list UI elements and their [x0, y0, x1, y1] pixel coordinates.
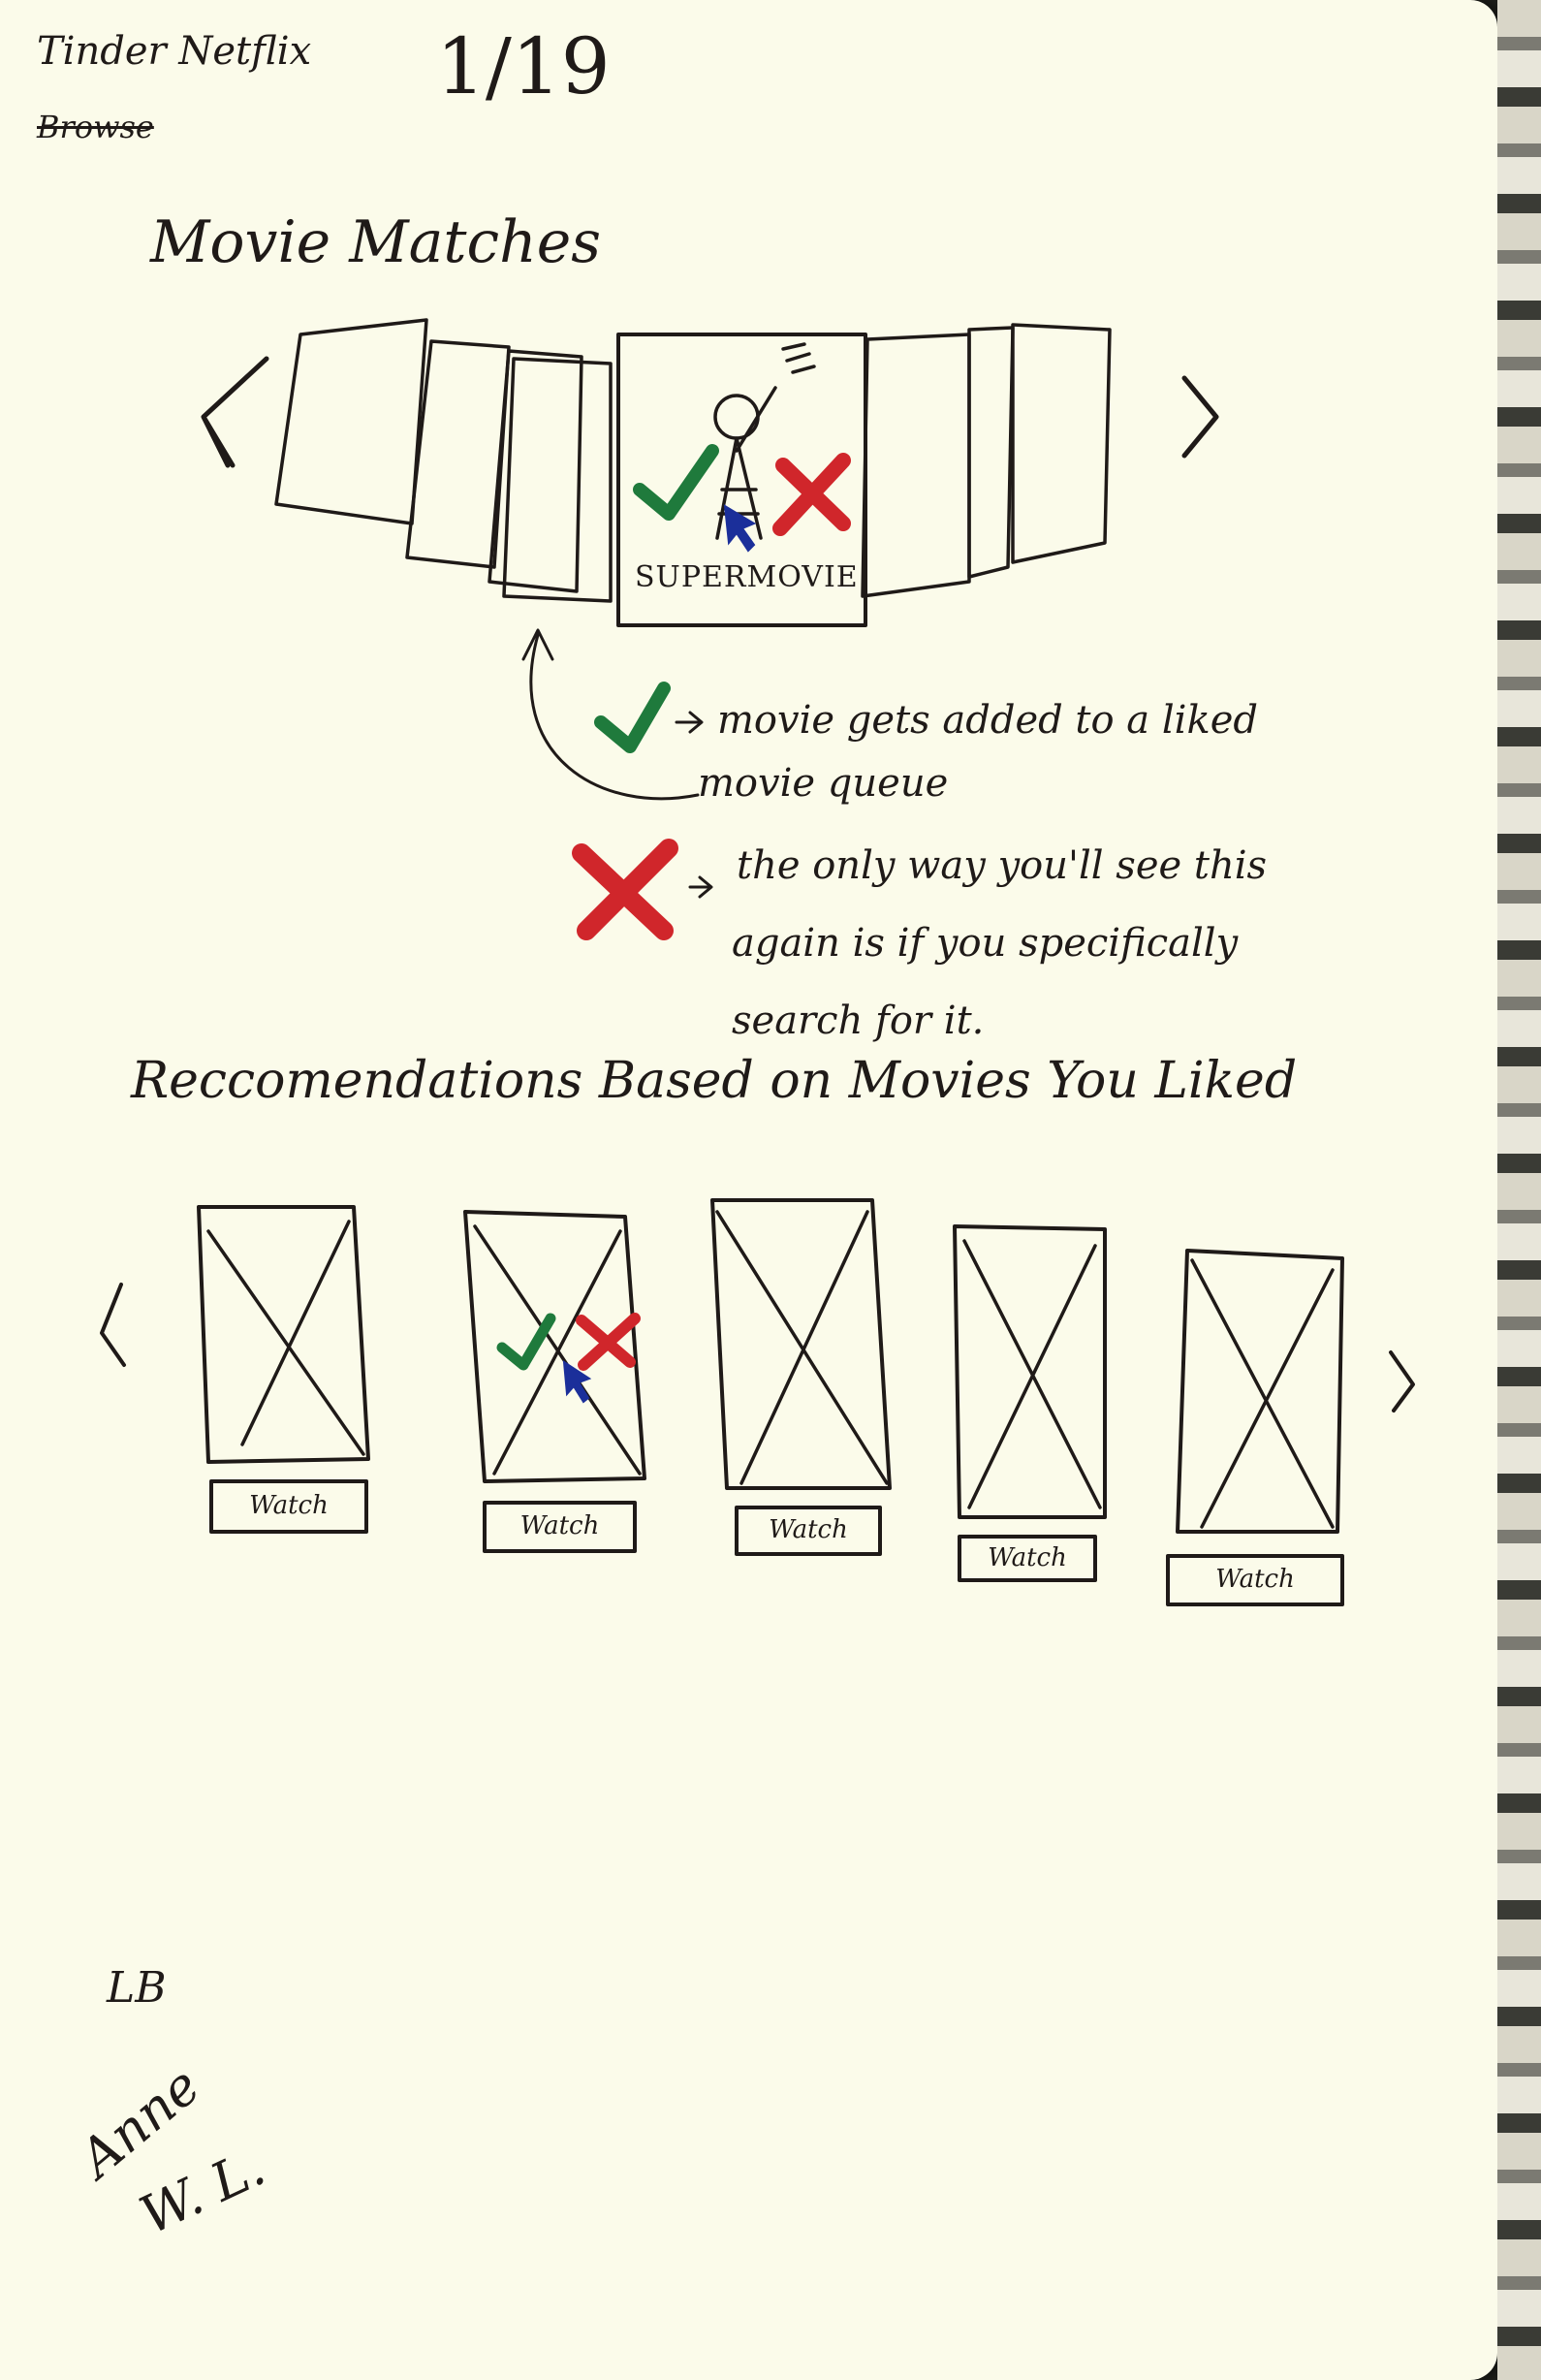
carousel-card: [967, 326, 1015, 579]
cross-icon: [572, 839, 678, 940]
carousel-card: [274, 318, 428, 525]
check-icon: [594, 682, 671, 753]
check-icon: [496, 1313, 556, 1371]
chevron-left-icon: [100, 1283, 126, 1367]
notebook-page: Tinder Netflix Browse 1/19 Movie Matches: [0, 0, 1497, 2380]
recommendation-card-2: [463, 1210, 646, 1553]
cursor-icon: [723, 504, 757, 553]
recommendation-card-3: [710, 1198, 892, 1556]
chevron-left-icon: [201, 356, 269, 468]
watch-button[interactable]: Watch: [249, 1491, 329, 1520]
cross-icon: [772, 453, 851, 536]
watch-button[interactable]: Watch: [519, 1511, 600, 1540]
app-name: Tinder Netflix: [37, 29, 312, 74]
cursor-icon: [562, 1360, 592, 1404]
carousel-card: [405, 339, 511, 569]
watch-button[interactable]: Watch: [769, 1515, 848, 1544]
dislike-note: again is if you specifically: [732, 921, 1239, 966]
dislike-note: search for it.: [732, 999, 985, 1043]
check-icon: [633, 444, 719, 521]
recommendation-card-4: [953, 1224, 1107, 1582]
chevron-right-icon: [1181, 375, 1219, 459]
dislike-note: the only way you'll see this: [737, 843, 1268, 888]
cross-icon: [576, 1313, 641, 1371]
watch-button[interactable]: Watch: [988, 1543, 1067, 1572]
background-desk: [1497, 0, 1541, 2380]
recommendation-card-1: [197, 1205, 370, 1534]
featured-movie-title: SUPERMOVIE: [635, 560, 859, 594]
carousel-card: [502, 357, 613, 603]
annotation-arrow: [521, 628, 700, 801]
initials: LB: [107, 1963, 167, 2013]
like-note: movie queue: [698, 761, 949, 806]
crossed-word: Browse: [37, 109, 154, 145]
section-title-recommendations: Reccomendations Based on Movies You Like…: [131, 1052, 1298, 1110]
carousel-card: [1011, 323, 1112, 564]
carousel-card: [487, 349, 583, 593]
watch-button[interactable]: Watch: [1215, 1565, 1295, 1594]
like-note: movie gets added to a liked: [717, 698, 1258, 743]
sketch-date: 1/19: [436, 21, 611, 111]
sketch-drawing: [100, 318, 1415, 1606]
recommendation-card-5: [1166, 1249, 1344, 1606]
chevron-right-icon: [1389, 1350, 1415, 1412]
carousel-card: [861, 333, 971, 598]
featured-movie-card: [616, 333, 867, 627]
section-title-movie-matches: Movie Matches: [150, 208, 602, 276]
